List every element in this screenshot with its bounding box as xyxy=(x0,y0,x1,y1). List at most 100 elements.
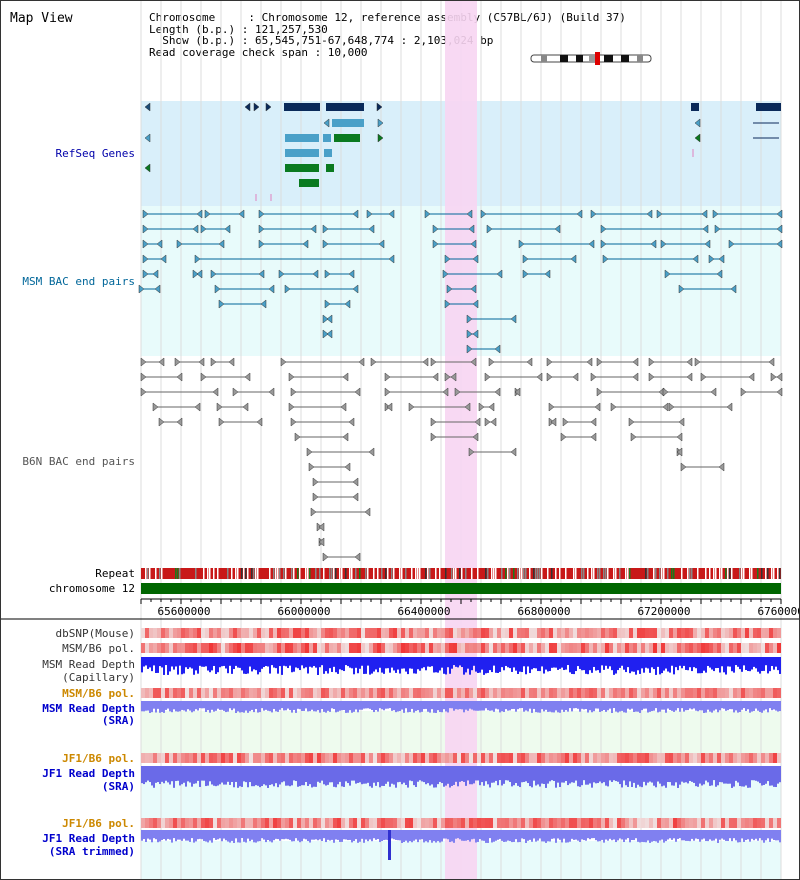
depth-bar xyxy=(451,657,453,669)
depth-bar xyxy=(663,657,665,671)
depth-bar xyxy=(271,657,273,666)
heat-cell xyxy=(333,643,337,653)
depth-bar xyxy=(311,657,313,668)
depth-bar xyxy=(605,830,607,840)
b6n-bac-track[interactable] xyxy=(140,357,783,562)
depth-bar xyxy=(525,830,527,843)
depth-bar xyxy=(485,830,487,843)
chromosome-ideogram[interactable] xyxy=(530,52,652,65)
depth-bar xyxy=(715,830,717,839)
depth-bar xyxy=(605,766,607,786)
b6n-pair-end xyxy=(562,417,569,427)
refseq-genes-track[interactable] xyxy=(144,102,781,201)
depth-bar xyxy=(227,657,229,674)
depth-bar xyxy=(191,830,193,839)
info-coverage: Read coverage check span : 10,000 xyxy=(149,45,368,59)
b6n-pair-end xyxy=(546,372,553,382)
depth-bar xyxy=(367,766,369,783)
heat-cell xyxy=(289,753,293,763)
repeat-band xyxy=(541,568,543,579)
heat-cell xyxy=(665,818,669,828)
depth-bar xyxy=(455,701,457,710)
depth-bar xyxy=(261,701,263,709)
depth-bar xyxy=(405,830,407,841)
b6n-pair-end xyxy=(384,387,391,397)
repeat-band xyxy=(381,568,383,579)
msm-pair-end xyxy=(714,224,721,234)
depth-bar xyxy=(307,766,309,786)
b6n-pair-end xyxy=(342,432,349,442)
depth-bar xyxy=(751,701,753,712)
depth-bar xyxy=(773,701,775,710)
heat-cell xyxy=(541,628,545,638)
heat-cell xyxy=(425,818,429,828)
heat-cell xyxy=(713,688,717,698)
heat-cell xyxy=(757,643,761,653)
depth-bar xyxy=(409,701,411,712)
depth-bar xyxy=(655,766,657,788)
b6n-pair-end xyxy=(140,387,147,397)
depth-bar xyxy=(539,766,541,787)
depth-bar xyxy=(539,701,541,713)
msm-pair-end xyxy=(466,314,473,324)
depth-bar xyxy=(345,766,347,782)
depth-bar xyxy=(477,701,479,711)
depth-bar xyxy=(429,701,431,713)
heat-cell xyxy=(321,628,325,638)
depth-bar xyxy=(555,701,557,711)
repeat-band xyxy=(241,568,243,579)
depth-bar xyxy=(241,766,243,787)
depth-bar xyxy=(721,701,723,709)
depth-bar xyxy=(607,701,609,711)
heat-cell xyxy=(661,818,665,828)
depth-bar xyxy=(437,830,439,842)
depth-bar xyxy=(569,766,571,784)
depth-bar xyxy=(461,766,463,782)
heat-cell xyxy=(457,818,461,828)
depth-bar xyxy=(629,701,631,710)
depth-bar xyxy=(645,830,647,843)
msm-pair-end xyxy=(324,269,331,279)
depth-bar xyxy=(411,701,413,709)
repeat-band xyxy=(243,568,245,579)
heat-cell xyxy=(477,753,481,763)
heat-cell xyxy=(593,643,597,653)
depth-bar xyxy=(165,766,167,781)
depth-bar xyxy=(483,657,485,675)
depth-bar xyxy=(425,657,427,671)
depth-bar xyxy=(759,701,761,712)
heat-cell xyxy=(565,688,569,698)
gene-arrow xyxy=(144,102,151,112)
depth-bar xyxy=(571,701,573,712)
heat-cell xyxy=(489,818,493,828)
depth-bar xyxy=(683,657,685,666)
heat-cell xyxy=(517,818,521,828)
depth-bar xyxy=(349,830,351,840)
heat-cell xyxy=(649,688,653,698)
b6n-pair-end xyxy=(536,372,543,382)
depth-bar xyxy=(595,657,597,671)
heat-cell xyxy=(625,818,629,828)
heat-cell xyxy=(717,688,721,698)
repeat-band xyxy=(575,568,577,579)
depth-bar xyxy=(141,701,143,712)
heat-cell xyxy=(689,753,693,763)
msm-pair-end xyxy=(704,239,711,249)
depth-bar xyxy=(199,830,201,839)
msm-bac-track[interactable] xyxy=(138,209,783,354)
depth-bar xyxy=(693,701,695,709)
depth-bar xyxy=(489,766,491,788)
depth-bar xyxy=(575,830,577,840)
depth-bar xyxy=(337,701,339,712)
b6n-pair-end xyxy=(352,492,359,502)
depth-bar xyxy=(501,701,503,712)
b6n-pair-end xyxy=(386,402,393,412)
depth-bar xyxy=(639,766,641,787)
heat-cell xyxy=(317,818,321,828)
repeat-band xyxy=(209,568,211,579)
depth-bar xyxy=(541,830,543,842)
heat-cell xyxy=(177,643,181,653)
depth-bar xyxy=(669,657,671,673)
heat-cell xyxy=(213,643,217,653)
